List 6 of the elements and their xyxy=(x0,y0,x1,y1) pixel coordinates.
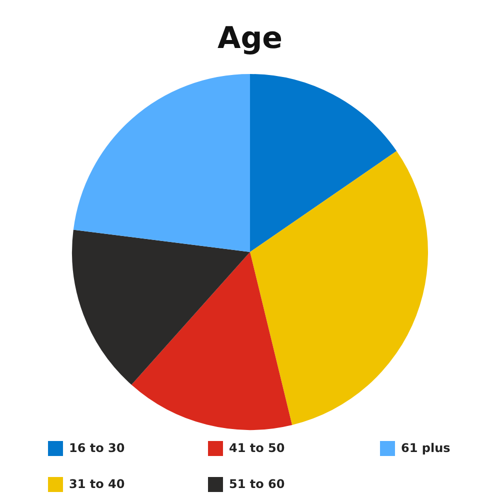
legend-label: 51 to 60 xyxy=(229,477,285,491)
legend-label: 41 to 50 xyxy=(229,441,285,455)
legend-label: 31 to 40 xyxy=(69,477,125,491)
chart-title: Age xyxy=(217,20,283,56)
legend-label: 61 plus xyxy=(401,441,450,455)
legend-label: 16 to 30 xyxy=(69,441,125,455)
